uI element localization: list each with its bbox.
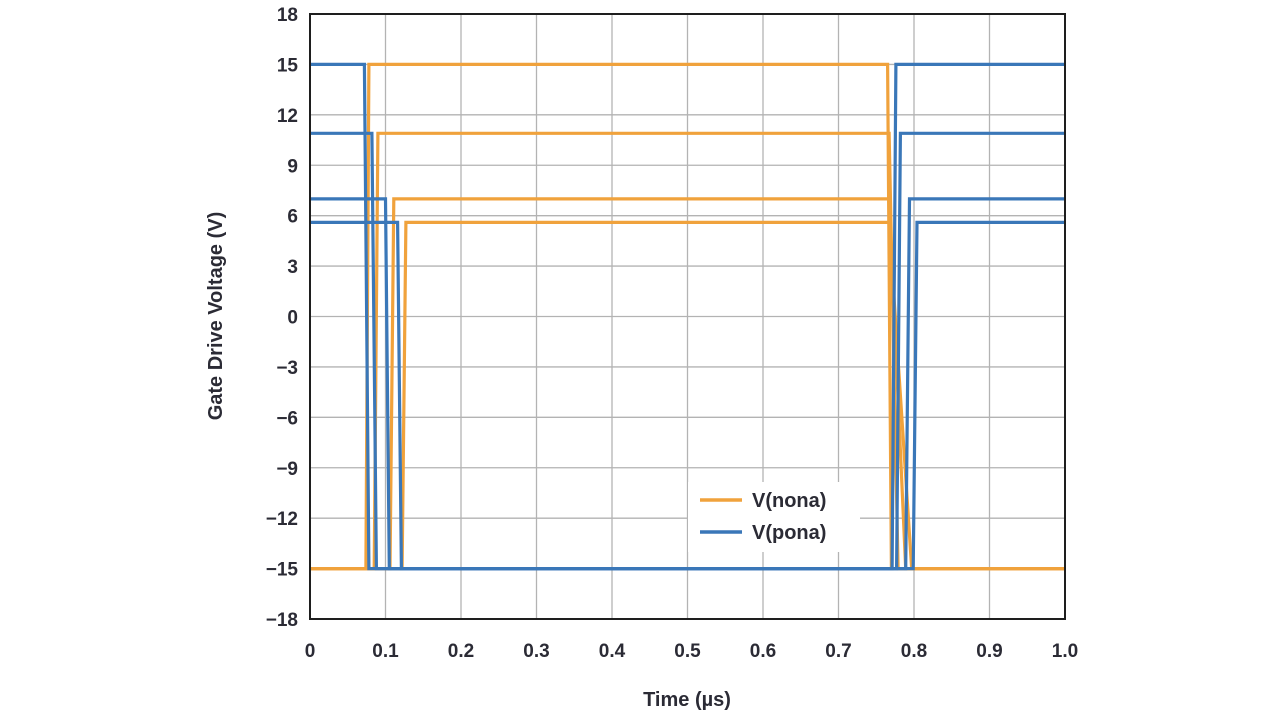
x-tick-label: 0.4 bbox=[599, 641, 626, 662]
legend-label-pona: V(pona) bbox=[752, 522, 826, 544]
x-tick-label: 0 bbox=[305, 641, 316, 662]
grid bbox=[310, 14, 1065, 619]
y-tick-label: 15 bbox=[277, 55, 299, 76]
legend: V(nona) V(pona) bbox=[688, 482, 860, 552]
x-tick-label: 1.0 bbox=[1052, 641, 1078, 662]
y-tick-label: −18 bbox=[266, 610, 298, 631]
x-tick-label: 0.7 bbox=[825, 641, 851, 662]
x-axis-label: Time (µs) bbox=[643, 689, 731, 711]
y-tick-label: −12 bbox=[266, 509, 298, 530]
x-tick-label: 0.2 bbox=[448, 641, 474, 662]
plot-area bbox=[310, 62, 1065, 571]
x-tick-label: 0.8 bbox=[901, 641, 927, 662]
y-tick-label: 6 bbox=[287, 207, 298, 228]
legend-box bbox=[688, 482, 860, 552]
y-tick-label: −9 bbox=[276, 459, 298, 480]
y-tick-label: 18 bbox=[277, 5, 298, 26]
y-axis-label: Gate Drive Voltage (V) bbox=[205, 212, 227, 421]
x-tick-label: 0.9 bbox=[976, 641, 1002, 662]
y-tick-label: 9 bbox=[287, 156, 298, 177]
x-tick-label: 0.3 bbox=[523, 641, 549, 662]
x-tick-label: 0.1 bbox=[372, 641, 399, 662]
y-tick-label: −3 bbox=[276, 358, 298, 379]
x-tick-label: 0.6 bbox=[750, 641, 776, 662]
x-tick-label: 0.5 bbox=[674, 641, 701, 662]
x-tick-labels: 0 0.1 0.2 0.3 0.4 0.5 0.6 0.7 0.8 0.9 1.0 bbox=[305, 641, 1079, 662]
plot-frame bbox=[309, 13, 1066, 620]
y-tick-labels: 18 15 12 9 6 3 0 −3 −6 −9 −12 −15 −18 bbox=[266, 5, 299, 631]
legend-label-nona: V(nona) bbox=[752, 490, 826, 512]
y-tick-label: −15 bbox=[266, 560, 299, 581]
y-tick-label: 0 bbox=[287, 308, 298, 329]
y-tick-label: −6 bbox=[276, 408, 298, 429]
y-tick-label: 12 bbox=[277, 106, 298, 127]
series-line-vpona bbox=[310, 220, 1065, 571]
y-tick-label: 3 bbox=[287, 257, 298, 278]
